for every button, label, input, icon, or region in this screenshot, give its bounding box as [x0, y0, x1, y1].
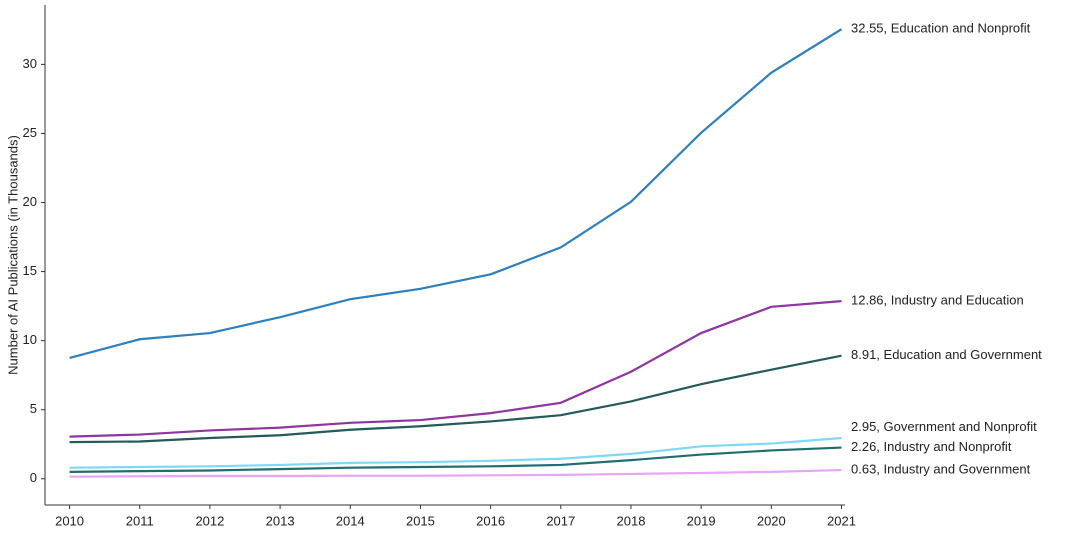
- series-line: [69, 28, 843, 359]
- x-tick-label: 2010: [55, 513, 84, 528]
- x-tick-label: 2018: [617, 513, 646, 528]
- x-tick-label: 2021: [827, 513, 856, 528]
- series-label: 8.91, Education and Government: [851, 347, 1042, 362]
- y-axis-label: Number of AI Publications (in Thousands): [5, 135, 20, 375]
- x-tick-label: 2013: [266, 513, 295, 528]
- x-tick-label: 2017: [546, 513, 575, 528]
- series-line: [69, 446, 842, 473]
- x-tick-label: 2015: [406, 513, 435, 528]
- x-tick-label: 2011: [126, 513, 154, 528]
- x-tick-label: 2020: [757, 513, 786, 528]
- y-tick-label: 25: [23, 125, 37, 140]
- y-tick-label: 15: [23, 263, 37, 278]
- y-tick-label: 0: [30, 470, 37, 485]
- x-tick-label: 2016: [476, 513, 505, 528]
- series-label: 2.26, Industry and Nonprofit: [851, 439, 1012, 454]
- y-tick-label: 10: [23, 332, 37, 347]
- series-label: 12.86, Industry and Education: [851, 293, 1024, 308]
- series-label: 0.63, Industry and Government: [851, 461, 1031, 476]
- y-tick-label: 20: [23, 194, 37, 209]
- series-line: [69, 354, 842, 444]
- x-tick-label: 2019: [687, 513, 716, 528]
- x-tick-label: 2012: [195, 513, 224, 528]
- y-tick-label: 5: [30, 401, 37, 416]
- series-line: [69, 300, 842, 438]
- series-label: 2.95, Government and Nonprofit: [851, 419, 1037, 434]
- x-tick-label: 2014: [336, 513, 365, 528]
- y-tick-label: 30: [23, 56, 37, 71]
- series-line: [69, 468, 842, 478]
- series-line: [69, 436, 842, 469]
- series-label: 32.55, Education and Nonprofit: [851, 21, 1031, 36]
